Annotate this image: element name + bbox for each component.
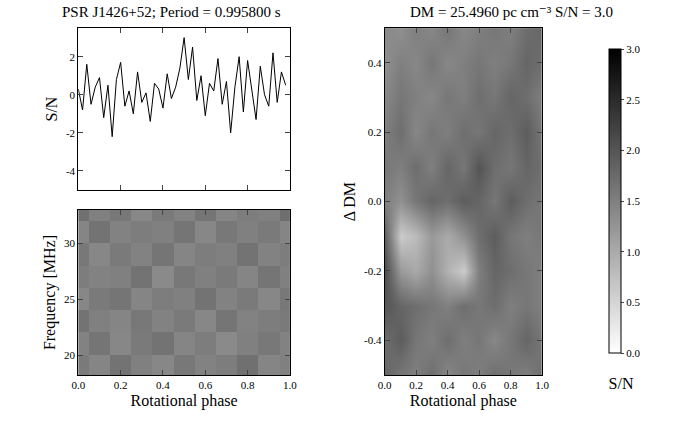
svg-text:Frequency [MHz]: Frequency [MHz] bbox=[41, 235, 59, 350]
svg-text:-0.4: -0.4 bbox=[364, 334, 382, 346]
svg-text:1.0: 1.0 bbox=[535, 379, 549, 391]
svg-text:0.6: 0.6 bbox=[198, 379, 212, 391]
svg-text:PSR J1426+52; Period = 0.99580: PSR J1426+52; Period = 0.995800 s bbox=[62, 4, 281, 20]
svg-text:-2: -2 bbox=[66, 127, 75, 139]
svg-text:DM = 25.4960 pc cm⁻³ S/N = 3.0: DM = 25.4960 pc cm⁻³ S/N = 3.0 bbox=[410, 4, 613, 20]
svg-text:0.8: 0.8 bbox=[504, 379, 518, 391]
svg-text:25: 25 bbox=[64, 293, 76, 305]
svg-text:-4: -4 bbox=[66, 165, 76, 177]
svg-text:S/N: S/N bbox=[609, 375, 634, 392]
svg-text:0.6: 0.6 bbox=[472, 379, 486, 391]
svg-text:0.8: 0.8 bbox=[241, 379, 255, 391]
svg-text:S/N: S/N bbox=[43, 96, 60, 121]
svg-text:Rotational phase: Rotational phase bbox=[410, 392, 517, 410]
svg-text:0.4: 0.4 bbox=[156, 379, 170, 391]
svg-text:0.4: 0.4 bbox=[368, 57, 382, 69]
svg-text:Δ DM: Δ DM bbox=[341, 182, 358, 221]
svg-text:0.0: 0.0 bbox=[368, 195, 382, 207]
svg-text:0.2: 0.2 bbox=[409, 379, 423, 391]
svg-text:0.2: 0.2 bbox=[368, 126, 382, 138]
svg-text:0.5: 0.5 bbox=[626, 296, 640, 308]
svg-text:2.5: 2.5 bbox=[626, 94, 640, 106]
svg-text:0.0: 0.0 bbox=[626, 347, 640, 359]
svg-text:0.4: 0.4 bbox=[441, 379, 455, 391]
svg-text:2: 2 bbox=[70, 51, 76, 63]
svg-text:20: 20 bbox=[64, 349, 76, 361]
svg-text:1.0: 1.0 bbox=[626, 246, 640, 258]
svg-text:0.2: 0.2 bbox=[114, 379, 128, 391]
svg-text:1.0: 1.0 bbox=[283, 379, 297, 391]
svg-text:2.0: 2.0 bbox=[626, 144, 640, 156]
svg-text:1.5: 1.5 bbox=[626, 195, 640, 207]
svg-text:3.0: 3.0 bbox=[626, 43, 640, 55]
svg-text:-0.2: -0.2 bbox=[364, 265, 381, 277]
svg-text:0: 0 bbox=[70, 89, 76, 101]
svg-text:Rotational phase: Rotational phase bbox=[131, 392, 238, 410]
svg-text:0.0: 0.0 bbox=[71, 379, 85, 391]
svg-text:0.0: 0.0 bbox=[378, 379, 392, 391]
svg-text:30: 30 bbox=[64, 237, 76, 249]
